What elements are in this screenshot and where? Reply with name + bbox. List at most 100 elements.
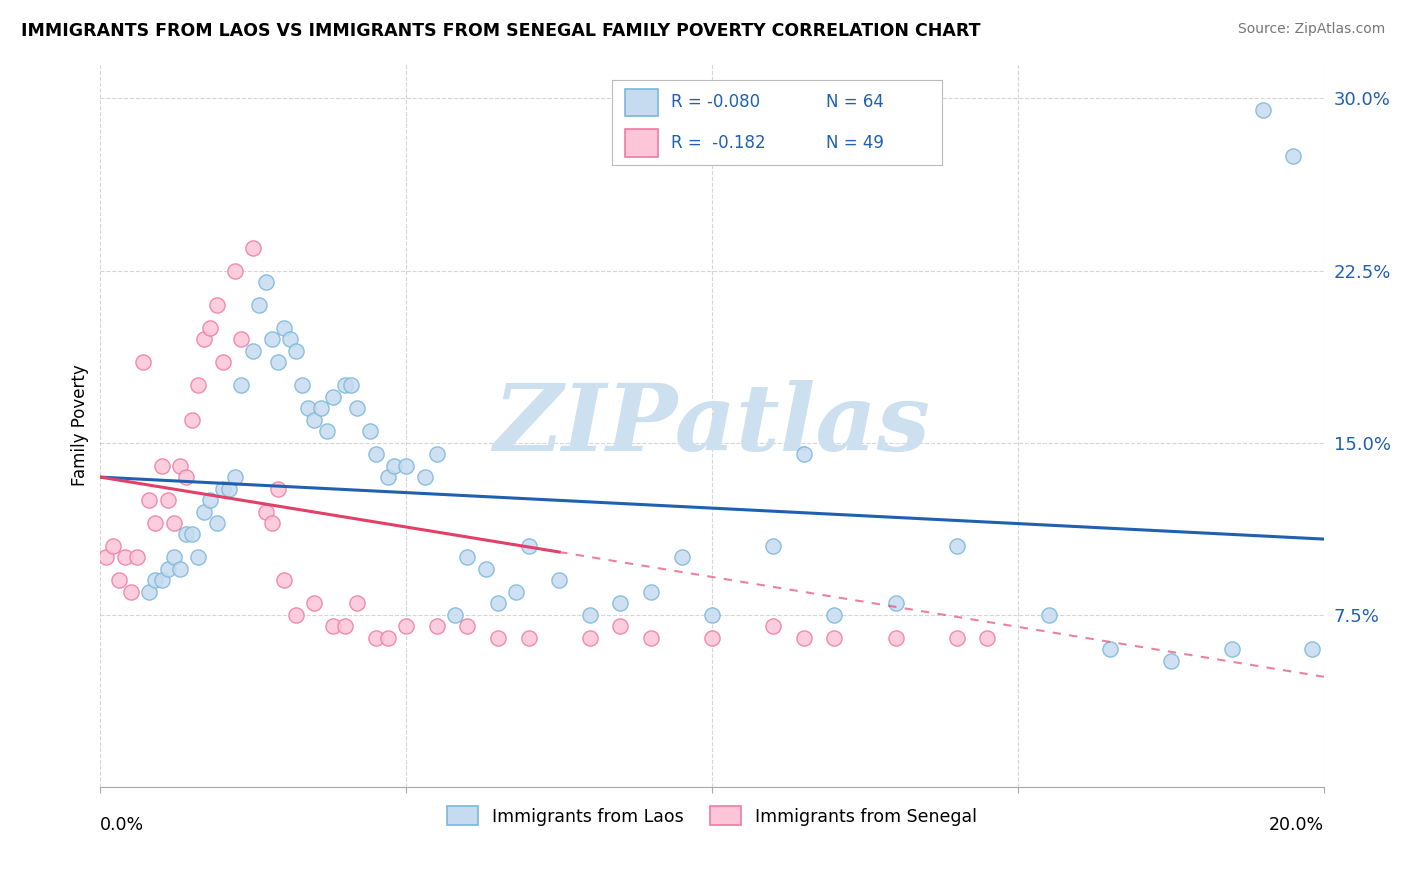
Point <box>456 550 478 565</box>
Point <box>1251 103 1274 117</box>
Point <box>364 631 387 645</box>
Point <box>609 596 631 610</box>
Point <box>315 424 337 438</box>
Point <box>150 458 173 473</box>
Text: N = 64: N = 64 <box>827 94 884 112</box>
Point <box>976 631 998 645</box>
Point <box>395 458 418 473</box>
Point <box>174 527 197 541</box>
Point <box>169 458 191 473</box>
Text: ZIPatlas: ZIPatlas <box>494 381 931 470</box>
Point <box>884 596 907 610</box>
Point <box>211 355 233 369</box>
Point <box>224 263 246 277</box>
Point <box>1098 642 1121 657</box>
Point <box>426 619 449 633</box>
Point <box>413 470 436 484</box>
Point <box>193 333 215 347</box>
Point <box>700 631 723 645</box>
Point <box>1038 607 1060 622</box>
Point <box>242 241 264 255</box>
Point <box>333 378 356 392</box>
Point <box>229 333 252 347</box>
Point <box>181 413 204 427</box>
Point <box>125 550 148 565</box>
Point <box>181 527 204 541</box>
Point <box>156 562 179 576</box>
FancyBboxPatch shape <box>624 89 658 116</box>
Point <box>505 585 527 599</box>
Point <box>700 607 723 622</box>
Point <box>793 631 815 645</box>
Point <box>824 631 846 645</box>
Point <box>1282 149 1305 163</box>
Point <box>548 574 571 588</box>
Point <box>346 401 368 416</box>
Text: 20.0%: 20.0% <box>1268 816 1324 834</box>
Point <box>267 355 290 369</box>
Point <box>254 275 277 289</box>
Point <box>946 631 969 645</box>
Point <box>824 607 846 622</box>
Point <box>260 333 283 347</box>
Point <box>150 574 173 588</box>
Point <box>96 550 118 565</box>
Point <box>486 631 509 645</box>
Point <box>793 447 815 461</box>
Point <box>340 378 363 392</box>
Point <box>224 470 246 484</box>
Point <box>309 401 332 416</box>
Point <box>114 550 136 565</box>
Text: IMMIGRANTS FROM LAOS VS IMMIGRANTS FROM SENEGAL FAMILY POVERTY CORRELATION CHART: IMMIGRANTS FROM LAOS VS IMMIGRANTS FROM … <box>21 22 980 40</box>
Point <box>364 447 387 461</box>
Point <box>395 619 418 633</box>
Point <box>640 631 662 645</box>
Text: 0.0%: 0.0% <box>100 816 145 834</box>
Point <box>474 562 496 576</box>
Point <box>145 574 167 588</box>
Point <box>169 562 191 576</box>
Point <box>229 378 252 392</box>
Point <box>291 378 314 392</box>
Y-axis label: Family Poverty: Family Poverty <box>72 365 89 486</box>
Point <box>193 504 215 518</box>
Point <box>578 631 600 645</box>
Point <box>200 321 222 335</box>
Point <box>946 539 969 553</box>
Point <box>609 619 631 633</box>
Point <box>333 619 356 633</box>
Point <box>359 424 381 438</box>
Point <box>242 343 264 358</box>
Point <box>120 585 142 599</box>
Point <box>156 493 179 508</box>
Point <box>297 401 319 416</box>
Point <box>187 550 209 565</box>
Point <box>138 585 160 599</box>
Point <box>285 607 308 622</box>
Point <box>273 321 295 335</box>
Point <box>273 574 295 588</box>
Point <box>304 596 326 610</box>
Legend: Immigrants from Laos, Immigrants from Senegal: Immigrants from Laos, Immigrants from Se… <box>440 799 984 832</box>
Point <box>260 516 283 530</box>
Point <box>762 539 785 553</box>
Point <box>278 333 301 347</box>
Point <box>107 574 129 588</box>
Point <box>174 470 197 484</box>
Point <box>249 298 271 312</box>
Point <box>377 631 399 645</box>
Point <box>322 619 344 633</box>
Point <box>762 619 785 633</box>
Point <box>884 631 907 645</box>
Text: Source: ZipAtlas.com: Source: ZipAtlas.com <box>1237 22 1385 37</box>
Point <box>1220 642 1243 657</box>
Point <box>671 550 693 565</box>
Point <box>132 355 155 369</box>
Point <box>456 619 478 633</box>
Point <box>200 493 222 508</box>
Point <box>205 516 228 530</box>
Point <box>267 482 290 496</box>
Point <box>382 458 405 473</box>
Point <box>205 298 228 312</box>
Point <box>138 493 160 508</box>
